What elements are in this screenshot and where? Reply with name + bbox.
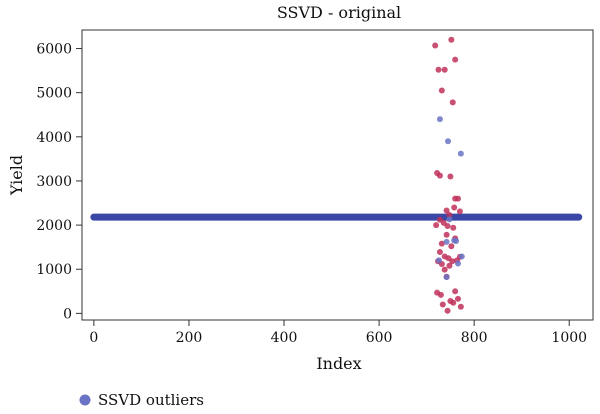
data-point — [444, 307, 451, 314]
data-point — [452, 288, 459, 295]
data-point — [437, 291, 444, 298]
x-tick-label: 200 — [176, 330, 203, 346]
outlier-point — [436, 116, 443, 123]
y-axis-label: Yield — [7, 155, 26, 196]
data-point — [449, 258, 456, 265]
legend-label: SSVD outliers — [98, 391, 204, 409]
data-point — [457, 303, 464, 310]
data-point — [451, 204, 458, 211]
x-tick-label: 400 — [271, 330, 298, 346]
data-point — [433, 222, 440, 229]
data-point — [455, 195, 462, 202]
data-point — [432, 42, 439, 49]
plot-frame — [81, 29, 594, 321]
outlier-point — [457, 150, 464, 157]
data-point — [443, 207, 450, 214]
outlier-point — [435, 257, 442, 264]
chart-title: SSVD - original — [277, 3, 401, 22]
data-point — [450, 224, 457, 231]
y-tick-label: 2000 — [36, 218, 72, 234]
data-point — [452, 56, 459, 63]
outlier-point — [443, 274, 450, 281]
y-tick-label: 3000 — [36, 174, 72, 190]
y-axis: 0 1000 2000 3000 4000 5000 6000 — [36, 42, 82, 322]
data-point — [456, 208, 463, 215]
legend-marker — [79, 394, 91, 406]
data-point — [435, 66, 442, 73]
data-point — [447, 173, 454, 180]
legend: SSVD outliers — [79, 391, 204, 409]
data-point — [438, 240, 445, 247]
outlier-point — [445, 138, 452, 145]
x-tick-label: 800 — [461, 330, 488, 346]
x-axis: 0 200 400 600 800 1000 — [89, 320, 587, 346]
outlier-point — [443, 238, 450, 245]
scatter-points — [432, 36, 465, 314]
data-point — [439, 301, 446, 308]
data-point — [448, 243, 455, 250]
outlier-point — [455, 260, 462, 267]
data-point — [449, 99, 456, 106]
y-tick-label: 0 — [63, 306, 72, 322]
y-tick-label: 5000 — [36, 86, 72, 102]
data-point — [441, 66, 448, 73]
data-point — [446, 262, 453, 269]
data-point — [438, 87, 445, 94]
data-point — [448, 36, 455, 43]
outlier-point — [451, 237, 458, 244]
data-point — [436, 249, 443, 256]
data-point — [455, 295, 462, 302]
y-tick-label: 6000 — [36, 42, 72, 58]
data-point — [446, 211, 453, 218]
data-point — [450, 299, 457, 306]
data-point — [436, 172, 443, 179]
x-tick-label: 0 — [89, 330, 98, 346]
x-tick-label: 1000 — [551, 330, 587, 346]
y-tick-label: 4000 — [36, 130, 72, 146]
outlier-point — [458, 253, 465, 260]
x-tick-label: 600 — [366, 330, 393, 346]
data-point — [441, 266, 448, 273]
x-axis-label: Index — [316, 354, 361, 373]
outlier-point — [446, 216, 453, 223]
data-point — [443, 231, 450, 238]
y-tick-label: 1000 — [36, 262, 72, 278]
data-point — [444, 222, 451, 229]
